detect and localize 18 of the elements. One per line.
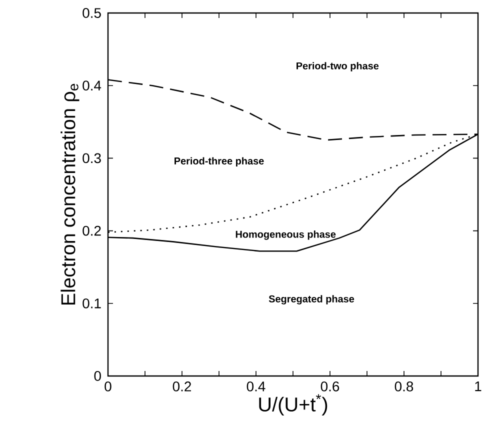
y-tick-label: 0.5 bbox=[82, 8, 101, 18]
annotation: Period-three phase bbox=[174, 157, 264, 166]
y-tick-label: 0.3 bbox=[82, 153, 101, 164]
x-tick-label: 0.4 bbox=[246, 382, 266, 392]
y-tick-label: 0.4 bbox=[82, 80, 102, 91]
y-tick-label: 0 bbox=[94, 371, 101, 381]
y-tick-label: 0.2 bbox=[82, 226, 101, 236]
x-tick-label: 0.2 bbox=[172, 382, 191, 392]
y-tick-label: 0.1 bbox=[82, 298, 101, 308]
annotation: Period-two phase bbox=[296, 62, 379, 72]
x-tick-label: 0.6 bbox=[320, 382, 340, 392]
annotation: Segregated phase bbox=[268, 295, 354, 304]
x-axis-title: U/(U+t$^{*}$) bbox=[259, 394, 328, 416]
x-tick-label: 0.8 bbox=[394, 382, 414, 392]
y-axis-title: Electron concentration ρ$_{e}$ bbox=[60, 84, 80, 305]
x-tick-label: 0 bbox=[104, 382, 112, 392]
x-tick-label: 1 bbox=[475, 382, 482, 392]
annotation: Homogeneous phase bbox=[236, 230, 336, 240]
